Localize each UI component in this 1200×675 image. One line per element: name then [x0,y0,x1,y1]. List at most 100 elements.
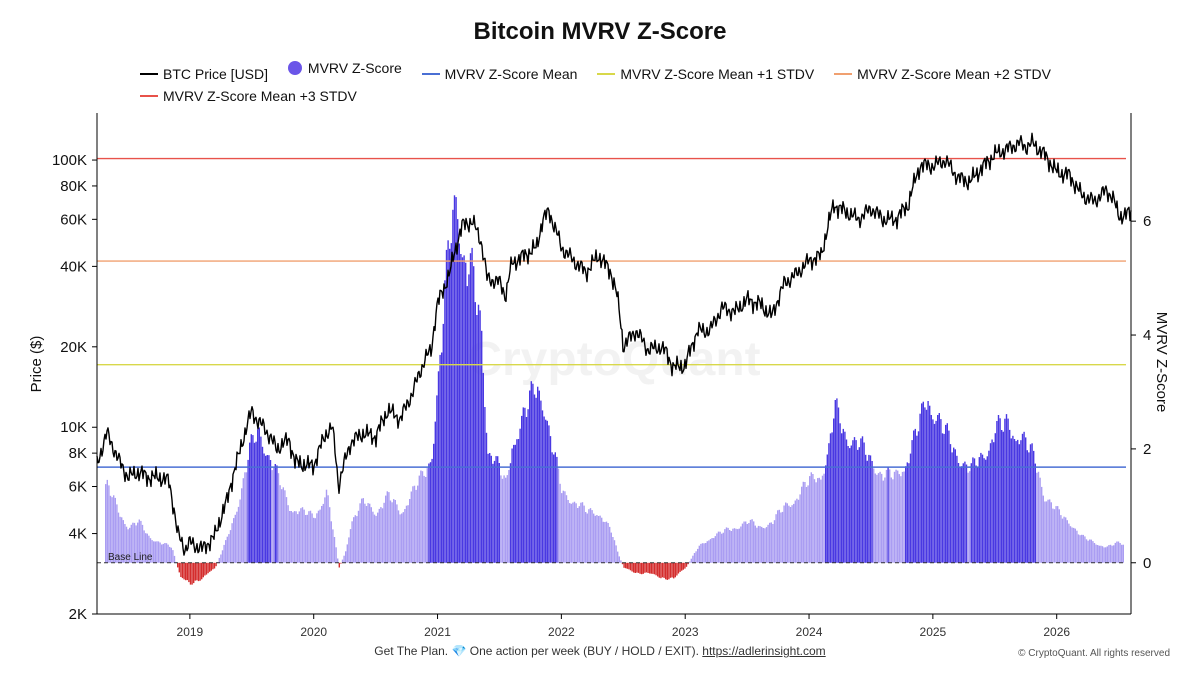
mvrv-zscore-bar [242,478,244,563]
legend-item-mean-3sd[interactable]: MVRV Z-Score Mean +3 STDV [140,86,357,106]
left-tick-label: 60K [60,211,87,228]
mvrv-zscore-bar [244,472,246,563]
mvrv-zscore-bar [858,447,860,563]
mvrv-zscore-bar [941,433,944,563]
left-axis-label: Price ($) [28,336,45,393]
mvrv-zscore-bar [729,530,731,563]
legend-item-mean-1sd[interactable]: MVRV Z-Score Mean +1 STDV [597,64,814,84]
x-tick-label: 2025 [920,625,947,639]
mvrv-zscore-bar [933,423,936,563]
mvrv-zscore-bar [249,442,251,563]
mvrv-zscore-bar [1100,545,1102,563]
mvrv-zscore-bar [529,390,531,563]
mvrv-zscore-bar [682,562,684,570]
mvrv-zscore-bar [130,524,132,563]
mvrv-zscore-bar [247,459,249,563]
mvrv-zscore-bar [135,525,137,563]
mvrv-zscore-bar [170,547,172,563]
mvrv-zscore-bar [556,456,558,563]
mvrv-zscore-bar [991,439,993,563]
mvrv-zscore-bar [292,512,294,563]
mvrv-zscore-bar [809,476,811,563]
mvrv-zscore-bar [983,458,985,563]
mvrv-zscore-bar [817,478,819,563]
mvrv-zscore-bar [447,240,449,563]
mvrv-zscore-bar [621,562,624,565]
mvrv-zscore-bar [1068,523,1070,563]
mvrv-zscore-bar [607,523,609,563]
mvrv-zscore-bar [327,495,329,563]
mvrv-zscore-bar [572,502,574,563]
mvrv-zscore-bar [748,523,750,563]
mvrv-zscore-bar [463,255,465,563]
mvrv-zscore-bar [761,526,763,563]
legend-item-mean[interactable]: MVRV Z-Score Mean [421,64,577,84]
mvrv-zscore-bar [1089,539,1091,563]
mvrv-zscore-bar [541,410,544,563]
footer: Get The Plan. 💎 One action per week (BUY… [0,644,1200,658]
mvrv-zscore-bar [202,562,204,578]
mvrv-zscore-bar [620,560,622,563]
mvrv-zscore-bar [578,506,580,563]
mvrv-zscore-bar [525,417,528,563]
mvrv-zscore-bar [372,511,374,563]
legend-item-mvrv[interactable]: MVRV Z-Score [287,58,402,78]
mvrv-zscore-bar [881,473,883,563]
mvrv-zscore-bar [252,435,254,563]
mvrv-zscore-bar [610,532,612,563]
mvrv-zscore-bar [709,539,712,563]
mvrv-zscore-bar [353,517,355,563]
right-tick-label: 4 [1143,327,1151,344]
mvrv-zscore-bar [637,562,640,573]
mvrv-zscore-bar [781,511,784,563]
mvrv-zscore-bar [753,521,755,563]
mvrv-zscore-bar [1079,535,1081,563]
footer-link[interactable]: https://adlerinsight.com [702,644,826,658]
mvrv-zscore-bar [1044,501,1046,563]
mvrv-zscore-bar [415,489,417,563]
mvrv-zscore-bar [805,487,808,563]
mvrv-zscore-bar [684,562,686,569]
mvrv-zscore-bar [794,500,796,563]
mvrv-zscore-bar [237,506,240,563]
mvrv-zscore-bar [951,452,953,563]
mvrv-zscore-bar [180,562,182,577]
mvrv-zscore-bar [241,488,243,563]
mvrv-zscore-bar [885,469,888,563]
mvrv-zscore-bar [863,442,865,563]
mvrv-zscore-bar [577,508,579,563]
mvrv-zscore-bar [404,509,406,563]
footer-text: Get The Plan. 💎 One action per week (BUY… [374,644,699,658]
mvrv-zscore-bar [793,503,795,563]
mvrv-zscore-bar [812,474,814,563]
mvrv-zscore-bar [129,527,131,563]
chart-title: Bitcoin MVRV Z-Score [473,18,727,45]
legend-item-btc-price[interactable]: BTC Price [USD] [140,64,268,84]
mvrv-zscore-bar [959,466,961,563]
mvrv-zscore-bar [1093,543,1096,563]
mvrv-zscore-bar [349,529,352,563]
mvrv-zscore-bar [410,491,412,563]
mvrv-zscore-bar [290,511,292,563]
mvrv-zscore-bar [602,521,604,563]
mvrv-zscore-bar [573,501,576,563]
mvrv-zscore-bar [613,540,616,563]
mvrv-zscore-bar [268,455,270,563]
mvrv-zscore-bar [687,562,689,565]
mvrv-zscore-bar [724,529,726,563]
mvrv-zscore-bar [842,428,844,563]
mvrv-zscore-bar [1081,534,1083,563]
legend-item-mean-2sd[interactable]: MVRV Z-Score Mean +2 STDV [834,64,1051,84]
mvrv-zscore-bar [874,473,876,563]
mvrv-zscore-bar [490,455,492,563]
mvrv-zscore-bar [772,524,774,563]
mvrv-zscore-bar [266,455,268,563]
mvrv-zscore-bar [893,471,896,563]
mvrv-zscore-bar [354,515,356,563]
mvrv-zscore-bar [916,435,918,563]
left-tick-label: 20K [60,339,87,356]
mvrv-zscore-bar [1029,444,1032,563]
mvrv-zscore-bar [309,510,312,563]
mvrv-zscore-bar [321,506,323,563]
